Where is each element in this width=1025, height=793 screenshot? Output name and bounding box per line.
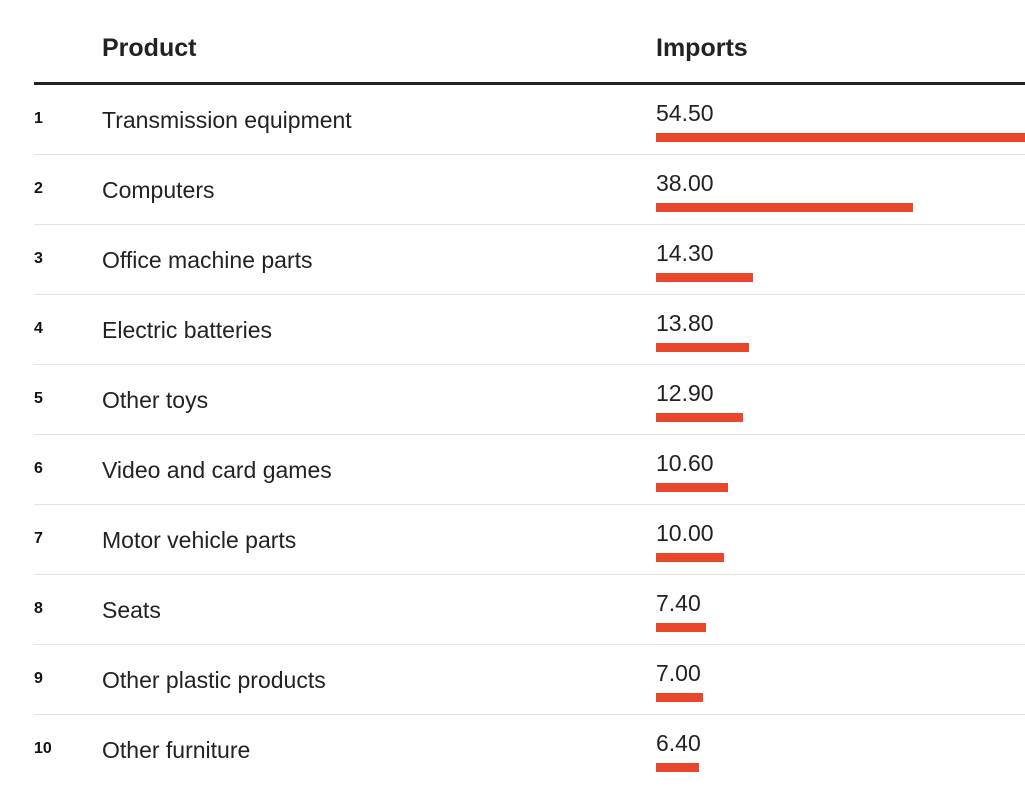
product-column-header: Product <box>102 34 197 62</box>
imports-value-label: 54.50 <box>656 100 714 126</box>
imports-bar <box>656 623 706 632</box>
imports-value-label: 7.40 <box>656 590 701 616</box>
product-label: Electric batteries <box>102 317 273 343</box>
table-row: 9 Other plastic products 7.00 <box>34 645 1025 715</box>
table-row: 6 Video and card games 10.60 <box>34 435 1025 505</box>
imports-bar <box>656 343 749 352</box>
imports-bar <box>656 763 699 772</box>
imports-bar <box>656 413 743 422</box>
row-rank: 5 <box>34 390 43 407</box>
imports-value-label: 13.80 <box>656 310 714 336</box>
imports-value-label: 10.00 <box>656 520 714 546</box>
table-row: 8 Seats 7.40 <box>34 575 1025 645</box>
product-label: Other toys <box>102 387 209 413</box>
row-rank: 10 <box>34 740 52 757</box>
product-label: Transmission equipment <box>102 107 352 133</box>
imports-table: Product Imports 1 Transmission equipment 5… <box>34 0 1025 784</box>
row-rank: 9 <box>34 670 43 687</box>
imports-value-label: 38.00 <box>656 170 714 196</box>
imports-value-label: 14.30 <box>656 240 714 266</box>
product-label: Seats <box>102 597 161 623</box>
table-row: 7 Motor vehicle parts 10.00 <box>34 505 1025 575</box>
imports-bar <box>656 273 753 282</box>
row-rank: 1 <box>34 110 43 127</box>
product-label: Computers <box>102 177 215 203</box>
product-label: Office machine parts <box>102 247 313 273</box>
imports-value-label: 12.90 <box>656 380 714 406</box>
product-label: Video and card games <box>102 457 332 483</box>
table-row: 10 Other furniture 6.40 <box>34 715 1025 784</box>
imports-bar <box>656 553 724 562</box>
table-row: 5 Other toys 12.90 <box>34 365 1025 435</box>
row-rank: 3 <box>34 250 43 267</box>
product-label: Motor vehicle parts <box>102 527 297 553</box>
imports-bar <box>656 483 728 492</box>
table-header: Product Imports <box>34 0 1025 85</box>
table-body: 1 Transmission equipment 54.50 2 Computers 38… <box>34 85 1025 784</box>
product-label: Other plastic products <box>102 667 326 693</box>
row-rank: 8 <box>34 600 43 617</box>
table-row: 4 Electric batteries 13.80 <box>34 295 1025 365</box>
row-rank: 4 <box>34 320 43 337</box>
row-rank: 7 <box>34 530 43 547</box>
imports-bar <box>656 203 913 212</box>
imports-column-header: Imports <box>656 34 748 62</box>
imports-bar <box>656 133 1025 142</box>
table-row: 1 Transmission equipment 54.50 <box>34 85 1025 155</box>
table-row: 3 Office machine parts 14.30 <box>34 225 1025 295</box>
table-row: 2 Computers 38.00 <box>34 155 1025 225</box>
product-label: Other furniture <box>102 737 251 763</box>
row-rank: 2 <box>34 180 43 197</box>
imports-value-label: 6.40 <box>656 730 701 756</box>
imports-bar <box>656 693 703 702</box>
imports-value-label: 10.60 <box>656 450 714 476</box>
imports-value-label: 7.00 <box>656 660 701 686</box>
row-rank: 6 <box>34 460 43 477</box>
